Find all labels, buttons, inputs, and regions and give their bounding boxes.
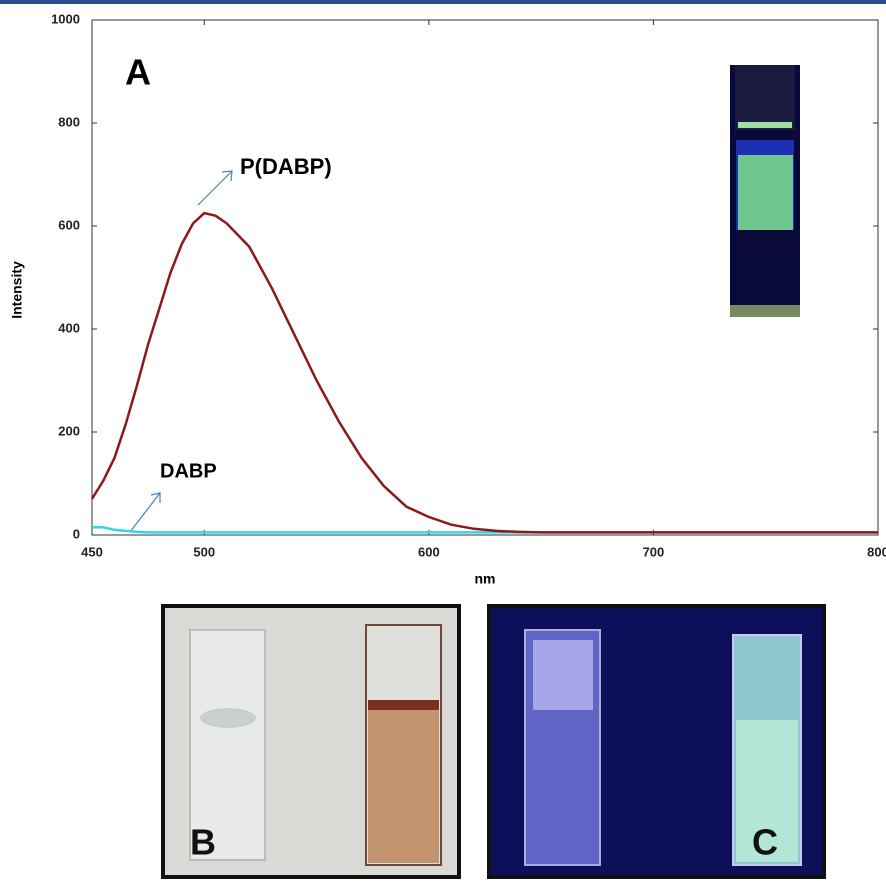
- series-line: [90, 211, 878, 534]
- y-tick-label: 1000: [51, 11, 80, 26]
- meniscus: [533, 640, 593, 710]
- panel-label: B: [190, 822, 216, 863]
- x-tick-label: 600: [418, 544, 440, 559]
- series-line: [92, 526, 878, 534]
- arrow: [197, 170, 233, 206]
- plot-frame: [91, 19, 879, 536]
- series-annotation: DABP: [160, 460, 217, 482]
- inset-top: [735, 65, 795, 130]
- y-tick-label: 800: [58, 114, 80, 129]
- arrowhead: [150, 492, 161, 503]
- solution: [368, 705, 439, 863]
- arrowhead: [221, 170, 233, 182]
- cuvette-empty: [189, 629, 266, 861]
- x-axis-label: nm: [475, 571, 496, 587]
- panel-label: A: [125, 52, 151, 93]
- meniscus: [200, 708, 256, 728]
- photo-b: B: [161, 604, 461, 879]
- panel-label: C: [752, 822, 778, 863]
- y-tick-label: 400: [58, 320, 80, 335]
- x-tick-label: 700: [643, 544, 665, 559]
- x-tick-label: 500: [193, 544, 215, 559]
- series-annotation: P(DABP): [240, 154, 332, 179]
- y-axis-label: Intensity: [9, 261, 25, 319]
- inset-meniscus: [738, 122, 792, 128]
- y-tick-label: 0: [73, 526, 80, 541]
- inset-base: [730, 305, 800, 317]
- y-tick-label: 200: [58, 423, 80, 438]
- x-tick-label: 450: [81, 544, 103, 559]
- x-tick-label: 800: [867, 544, 886, 559]
- y-tick-label: 600: [58, 217, 80, 232]
- chart: A nm Intensity P(DABP) DABP 0 200 400 600 80…: [9, 11, 886, 586]
- meniscus: [368, 700, 439, 710]
- inset-glow: [738, 155, 793, 230]
- arrow: [129, 492, 161, 533]
- solution: [736, 720, 798, 862]
- inset-photo: [730, 65, 800, 317]
- top-bar: [0, 0, 886, 4]
- photo-c: C: [487, 604, 826, 879]
